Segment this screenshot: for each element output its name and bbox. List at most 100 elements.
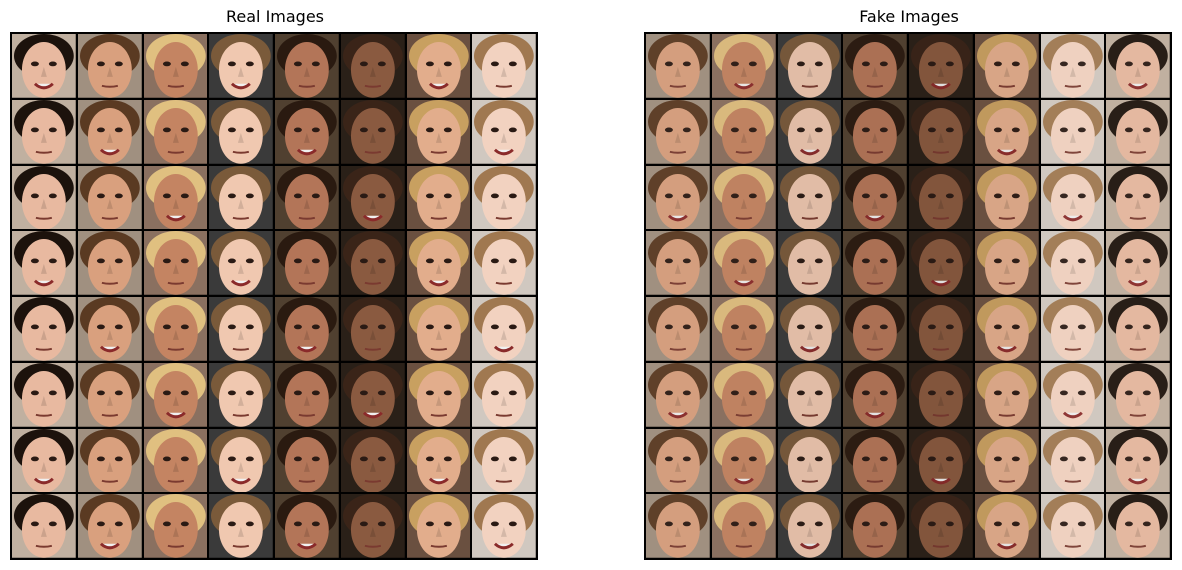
fake-face-thumbnail (843, 297, 907, 361)
fake-face-thumbnail (711, 99, 776, 164)
real-face-thumbnail (77, 231, 142, 295)
fake-face-thumbnail (777, 362, 842, 427)
real-face-thumbnail (472, 165, 536, 230)
real-face-thumbnail (209, 494, 273, 558)
fake-face-thumbnail (1106, 297, 1170, 361)
real-face-thumbnail (406, 362, 471, 427)
fake-face-thumbnail (1106, 99, 1170, 164)
real-face-thumbnail (209, 297, 273, 361)
real-images-panel: Real Images (10, 0, 540, 570)
real-face-thumbnail (77, 297, 142, 361)
real-face-thumbnail (77, 99, 142, 164)
real-face-thumbnail (12, 297, 76, 361)
fake-face-thumbnail (711, 362, 776, 427)
fake-face-thumbnail (843, 494, 907, 558)
real-face-thumbnail (340, 231, 405, 295)
fake-face-thumbnail (711, 297, 776, 361)
fake-face-thumbnail (777, 231, 842, 295)
fake-face-thumbnail (711, 231, 776, 295)
fake-face-thumbnail (777, 165, 842, 230)
real-face-thumbnail (406, 34, 471, 98)
fake-face-thumbnail (1040, 165, 1105, 230)
fake-face-thumbnail (909, 99, 973, 164)
real-face-thumbnail (406, 297, 471, 361)
real-face-thumbnail (472, 428, 536, 493)
fake-face-thumbnail (646, 231, 710, 295)
fake-face-thumbnail (777, 297, 842, 361)
real-face-thumbnail (12, 231, 76, 295)
fake-face-thumbnail (646, 165, 710, 230)
fake-face-thumbnail (909, 297, 973, 361)
real-face-thumbnail (12, 34, 76, 98)
fake-face-thumbnail (777, 428, 842, 493)
fake-face-thumbnail (1040, 297, 1105, 361)
real-face-thumbnail (209, 165, 273, 230)
real-face-thumbnail (143, 297, 208, 361)
fake-face-thumbnail (909, 165, 973, 230)
fake-face-thumbnail (909, 494, 973, 558)
fake-face-thumbnail (1106, 165, 1170, 230)
fake-face-thumbnail (909, 362, 973, 427)
fake-face-thumbnail (711, 494, 776, 558)
fake-face-thumbnail (646, 297, 710, 361)
fake-face-thumbnail (1106, 362, 1170, 427)
fake-face-thumbnail (1106, 494, 1170, 558)
fake-face-thumbnail (843, 231, 907, 295)
fake-face-thumbnail (974, 165, 1039, 230)
real-face-thumbnail (209, 99, 273, 164)
fake-images-grid (644, 32, 1172, 560)
real-face-thumbnail (340, 34, 405, 98)
fake-face-thumbnail (909, 428, 973, 493)
real-face-thumbnail (12, 362, 76, 427)
real-face-thumbnail (77, 34, 142, 98)
real-face-thumbnail (143, 99, 208, 164)
fake-face-thumbnail (974, 494, 1039, 558)
real-face-thumbnail (340, 362, 405, 427)
real-face-thumbnail (472, 297, 536, 361)
real-face-thumbnail (143, 34, 208, 98)
real-face-thumbnail (275, 297, 339, 361)
fake-face-thumbnail (974, 428, 1039, 493)
real-face-thumbnail (472, 34, 536, 98)
fake-face-thumbnail (843, 99, 907, 164)
fake-face-thumbnail (843, 362, 907, 427)
fake-face-thumbnail (974, 34, 1039, 98)
fake-face-thumbnail (711, 34, 776, 98)
fake-face-thumbnail (974, 297, 1039, 361)
real-face-thumbnail (340, 165, 405, 230)
fake-face-thumbnail (1106, 231, 1170, 295)
real-face-thumbnail (406, 99, 471, 164)
real-face-thumbnail (472, 362, 536, 427)
real-face-thumbnail (209, 362, 273, 427)
fake-face-thumbnail (909, 231, 973, 295)
fake-face-thumbnail (974, 362, 1039, 427)
fake-face-thumbnail (777, 494, 842, 558)
real-face-thumbnail (275, 231, 339, 295)
fake-face-thumbnail (1106, 428, 1170, 493)
fake-face-thumbnail (843, 428, 907, 493)
real-face-thumbnail (275, 494, 339, 558)
fake-face-thumbnail (974, 99, 1039, 164)
real-face-thumbnail (275, 362, 339, 427)
fake-images-panel: Fake Images (644, 0, 1174, 570)
real-images-grid (10, 32, 538, 560)
real-face-thumbnail (12, 165, 76, 230)
real-face-thumbnail (77, 428, 142, 493)
fake-face-thumbnail (646, 494, 710, 558)
real-face-thumbnail (406, 428, 471, 493)
fake-face-thumbnail (646, 362, 710, 427)
fake-face-thumbnail (777, 34, 842, 98)
fake-face-thumbnail (843, 165, 907, 230)
fake-face-thumbnail (1040, 99, 1105, 164)
real-face-thumbnail (472, 99, 536, 164)
real-face-thumbnail (77, 362, 142, 427)
real-face-thumbnail (275, 165, 339, 230)
real-face-thumbnail (12, 428, 76, 493)
real-face-thumbnail (143, 165, 208, 230)
fake-face-thumbnail (974, 231, 1039, 295)
real-face-thumbnail (77, 494, 142, 558)
fake-face-thumbnail (1106, 34, 1170, 98)
fake-face-thumbnail (1040, 34, 1105, 98)
fake-face-thumbnail (1040, 362, 1105, 427)
real-face-thumbnail (77, 165, 142, 230)
